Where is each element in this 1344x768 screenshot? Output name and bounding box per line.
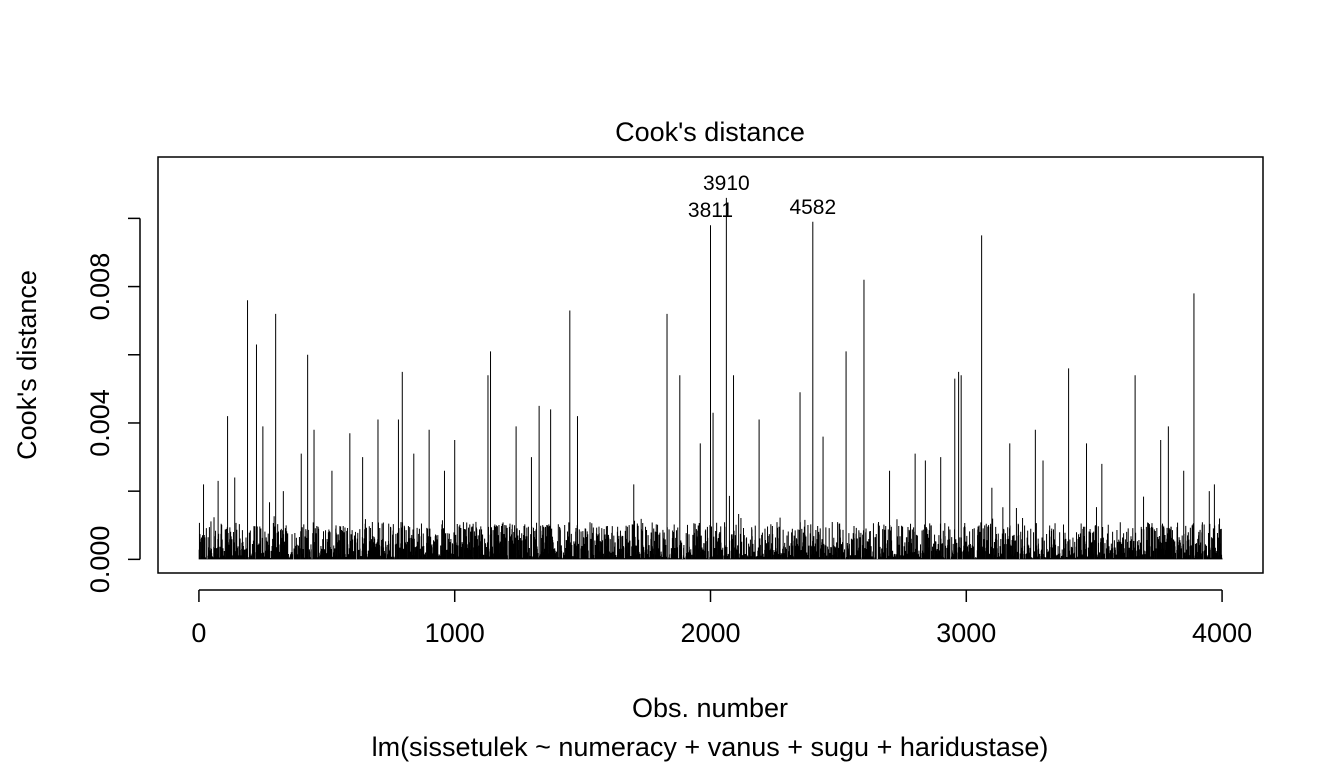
y-tick-label: 0.004 [85,389,115,457]
chart-subtitle: lm(sissetulek ~ numeracy + vanus + sugu … [372,732,1049,762]
bars-group [198,197,1223,560]
point-annotation: 3811 [688,199,733,222]
y-tick-label: 0.008 [85,253,115,321]
x-tick-label: 4000 [1192,618,1252,648]
plot-frame [157,156,1264,574]
x-tick-label: 2000 [680,618,740,648]
x-axis-label: Obs. number [632,693,788,723]
x-tick-label: 0 [191,618,206,648]
y-axis: 0.000 0.004 0.008 [85,217,141,594]
point-annotation: 4582 [789,196,836,219]
x-tick-label: 3000 [936,618,996,648]
x-tick-label: 1000 [425,618,485,648]
cooks-distance-bars [198,197,1223,560]
annotations-group: 3811 3910 4582 [688,172,836,222]
point-annotation: 3910 [703,172,750,195]
y-tick-label: 0.000 [85,526,115,594]
y-axis-label: Cook's distance [12,270,42,460]
x-axis: 0 1000 2000 3000 4000 [191,589,1252,648]
chart-title: Cook's distance [615,117,805,147]
